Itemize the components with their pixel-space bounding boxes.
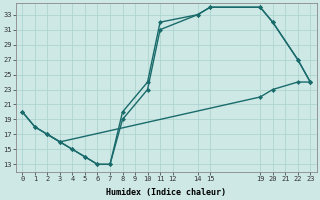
X-axis label: Humidex (Indice chaleur): Humidex (Indice chaleur) [106, 188, 226, 197]
